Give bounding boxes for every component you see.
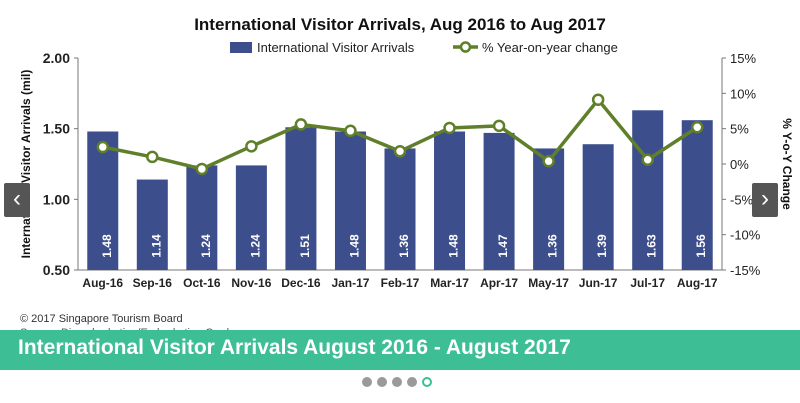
line-point bbox=[492, 119, 506, 133]
chevron-right-icon: › bbox=[761, 185, 769, 212]
y-tick-label: 2.00 bbox=[43, 50, 70, 66]
line-point bbox=[443, 121, 456, 135]
bar-data-label: 1.39 bbox=[595, 234, 609, 258]
legend-bar-swatch bbox=[230, 42, 252, 53]
bar bbox=[186, 165, 218, 270]
previous-slide-button[interactable]: ‹ bbox=[4, 183, 30, 217]
bar-data-label: 1.48 bbox=[447, 234, 461, 258]
bar bbox=[681, 120, 713, 270]
line-point bbox=[591, 93, 605, 106]
legend-line-marker bbox=[459, 41, 472, 53]
x-tick-label: Mar-17 bbox=[430, 276, 469, 290]
line-series bbox=[96, 93, 704, 176]
y2-axis-title: % Y-o-Y Change bbox=[780, 118, 794, 210]
chart-axes: 0.50 1.00 1.50 2.00 -15% -10% -5% 0% 5% 10% 15% Int… bbox=[19, 50, 794, 290]
bar-data-label: 1.56 bbox=[694, 234, 708, 258]
bar-data-label: 1.24 bbox=[199, 234, 213, 258]
y-axis-title: International Visitor Arrivals (mil) bbox=[19, 70, 33, 259]
x-tick-label: Apr-17 bbox=[480, 276, 518, 290]
legend-bar-label: International Visitor Arrivals bbox=[257, 40, 415, 55]
y-tick-label: 1.00 bbox=[43, 191, 70, 207]
slide-indicator-dot[interactable] bbox=[407, 377, 417, 387]
bar bbox=[533, 148, 565, 270]
line-point bbox=[542, 154, 555, 168]
bar bbox=[632, 110, 664, 270]
bar-data-label: 1.48 bbox=[100, 234, 114, 258]
line-point bbox=[393, 145, 407, 158]
bar bbox=[136, 179, 168, 270]
line-point bbox=[195, 162, 209, 176]
bar-data-label: 1.48 bbox=[347, 234, 361, 258]
y-tick-label: 0.50 bbox=[43, 262, 70, 278]
x-tick-label: Dec-16 bbox=[281, 276, 321, 290]
bar bbox=[334, 131, 366, 270]
x-tick-label: Jan-17 bbox=[331, 276, 369, 290]
line-point bbox=[344, 124, 357, 138]
y2-tick-label: -5% bbox=[730, 192, 754, 207]
y2-tick-label: 10% bbox=[730, 86, 756, 101]
caption-title: International Visitor Arrivals August 20… bbox=[18, 336, 571, 359]
x-tick-label: May-17 bbox=[528, 276, 569, 290]
y2-tick-label: 15% bbox=[730, 51, 756, 66]
bar bbox=[384, 148, 416, 270]
y2-tick-label: 5% bbox=[730, 122, 749, 137]
line-point bbox=[641, 153, 654, 167]
bar-data-label: 1.36 bbox=[546, 234, 560, 258]
bar bbox=[235, 165, 267, 270]
copyright-text: © 2017 Singapore Tourism Board bbox=[20, 313, 183, 325]
y2-tick-label: 0% bbox=[730, 157, 749, 172]
x-tick-label: Jul-17 bbox=[630, 276, 665, 290]
x-tick-label: Jun-17 bbox=[579, 276, 618, 290]
y-tick-label: 1.50 bbox=[43, 121, 70, 137]
line-point bbox=[245, 140, 258, 153]
chart-legend: International Visitor Arrivals % Year-on-… bbox=[230, 40, 618, 55]
legend-line-label: % Year-on-year change bbox=[482, 40, 618, 55]
bar-data-label: 1.36 bbox=[397, 234, 411, 258]
line-point bbox=[690, 121, 704, 134]
slide-indicator-dot[interactable] bbox=[392, 377, 402, 387]
line-point bbox=[294, 118, 308, 131]
bar bbox=[582, 144, 614, 270]
chart-title: International Visitor Arrivals, Aug 2016… bbox=[194, 15, 606, 34]
x-tick-label: Aug-17 bbox=[677, 276, 718, 290]
x-tick-label: Feb-17 bbox=[381, 276, 420, 290]
slide-indicator-dot[interactable] bbox=[422, 377, 432, 387]
bar bbox=[87, 131, 119, 270]
line-point bbox=[96, 140, 110, 154]
bar-data-label: 1.24 bbox=[248, 234, 262, 258]
bar-series: 1.48 1.14 1.24 1.24 1.51 1.48 1.36 1.48 1.47 1.36… bbox=[87, 110, 713, 271]
x-tick-label: Oct-16 bbox=[183, 276, 221, 290]
slide-indicator-dot[interactable] bbox=[362, 377, 372, 387]
next-slide-button[interactable]: › bbox=[752, 183, 778, 217]
bar bbox=[285, 127, 317, 271]
bar bbox=[483, 132, 515, 270]
bar-data-label: 1.14 bbox=[149, 234, 163, 258]
slide-indicators bbox=[362, 377, 432, 387]
x-tick-label: Nov-16 bbox=[231, 276, 271, 290]
bar-data-label: 1.63 bbox=[645, 234, 659, 258]
bar bbox=[434, 131, 466, 270]
chevron-left-icon: ‹ bbox=[13, 185, 21, 212]
line-point bbox=[146, 150, 159, 164]
bar-data-label: 1.47 bbox=[496, 234, 510, 258]
x-tick-label: Sep-16 bbox=[133, 276, 173, 290]
visitor-arrivals-chart: International Visitor Arrivals, Aug 2016… bbox=[19, 15, 794, 290]
y2-tick-label: -10% bbox=[730, 228, 761, 243]
slide-indicator-dot[interactable] bbox=[377, 377, 387, 387]
caption-bar: International Visitor Arrivals August 20… bbox=[0, 330, 800, 370]
x-tick-label: Aug-16 bbox=[82, 276, 123, 290]
y2-tick-label: -15% bbox=[730, 263, 761, 278]
bar-data-label: 1.51 bbox=[298, 234, 312, 258]
